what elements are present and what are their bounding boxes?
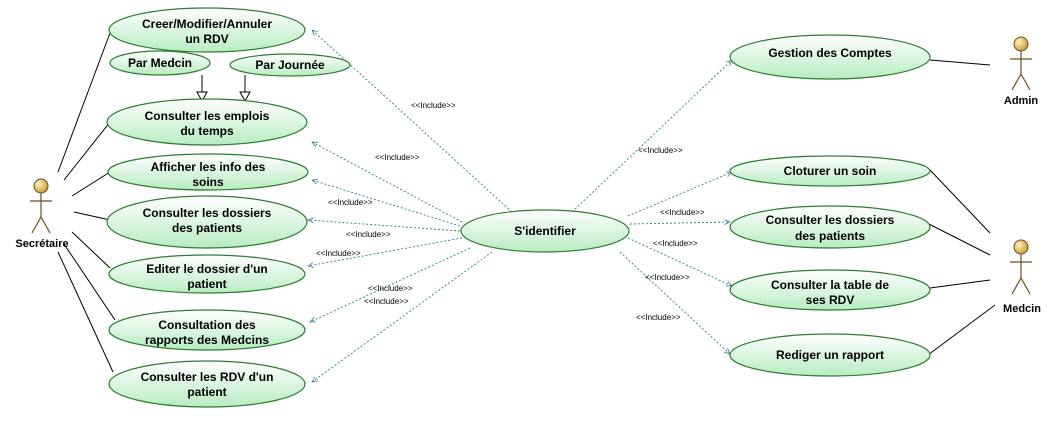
usecase-label-line: Consultation des [158, 318, 256, 332]
include-label: <<Include>> [636, 313, 681, 322]
usecase-label-line: S'identifier [514, 224, 576, 238]
usecase-label-line: des patients [795, 229, 865, 243]
usecase-label-line: un RDV [185, 32, 228, 46]
usecase-label-line: des patients [172, 221, 242, 235]
include-label: <<Include>> [375, 153, 420, 162]
usecase-label-line: Consulter les dossiers [766, 213, 895, 227]
usecase-label-line: du temps [180, 124, 234, 138]
usecase-rediger-rapport[interactable]: Rediger un rapport [729, 333, 931, 377]
usecase-par-journee[interactable]: Par Journée [229, 53, 351, 77]
right-associations [924, 59, 996, 356]
usecase-consulter-table-rdv[interactable]: Consulter la table de ses RDV [729, 269, 931, 311]
actor-label: Medcin [1003, 303, 1041, 315]
usecase-sidentifier[interactable]: S'identifier [460, 209, 630, 253]
secretaire-associations [57, 32, 116, 373]
include-label: <<Include>> [653, 239, 698, 248]
usecase-consulter-emplois[interactable]: Consulter les emplois du temps [106, 98, 308, 146]
usecase-consulter-dossiers-medcin[interactable]: Consulter les dossiers des patients [729, 205, 931, 249]
usecase-gestion-comptes[interactable]: Gestion des Comptes [729, 34, 931, 80]
usecase-creer-rdv[interactable]: Creer/Modifier/Annuler un RDV [108, 7, 306, 53]
actor-label: Secrétaire [15, 238, 68, 250]
actor-label: Admin [1004, 95, 1039, 107]
usecase-par-medcin[interactable]: Par Medcin [109, 50, 211, 76]
include-label: <<Include>> [328, 198, 373, 207]
usecase-afficher-soins[interactable]: Afficher les info des soins [107, 153, 309, 191]
usecase-label-line: Editer le dossier d'un [146, 262, 268, 276]
usecase-consulter-dossiers-secretaire[interactable]: Consulter les dossiers des patients [106, 195, 308, 249]
usecase-cloturer-soin[interactable]: Cloturer un soin [729, 155, 931, 187]
usecase-label-line: rapports des Medcins [145, 333, 269, 347]
actor-secretaire[interactable]: Secrétaire [15, 178, 69, 250]
usecase-label-line: Cloturer un soin [784, 164, 877, 178]
include-label: <<Include>> [364, 297, 409, 306]
actor-head-icon [33, 178, 49, 194]
usecase-editer-dossier[interactable]: Editer le dossier d'un patient [108, 254, 306, 294]
actor-head-icon [1013, 36, 1029, 52]
actor-medcin[interactable]: Medcin [1003, 239, 1041, 315]
generalization-arrows [196, 75, 251, 103]
usecase-label-line: Consulter les emplois [145, 109, 270, 123]
include-label: <<Include>> [660, 208, 705, 217]
include-label: <<Include>> [638, 146, 683, 155]
usecase-label-line: Creer/Modifier/Annuler [142, 17, 272, 31]
usecase-label-line: Consulter la table de [771, 278, 889, 292]
include-label: <<Include>> [346, 230, 391, 239]
usecase-label-line: Rediger un rapport [776, 348, 884, 362]
usecase-label-line: Par Journée [255, 58, 325, 72]
usecase-consultation-rapports[interactable]: Consultation des rapports des Medcins [108, 309, 306, 351]
actor-head-icon [1013, 239, 1029, 255]
usecase-label-line: soins [192, 175, 224, 189]
usecase-label-line: Consulter les RDV d'un [141, 370, 274, 384]
usecase-label-line: patient [187, 385, 226, 399]
usecase-label-line: ses RDV [806, 293, 855, 307]
include-label: <<Include>> [645, 273, 690, 282]
include-labels: <<Include>> <<Include>> <<Include>> <<In… [316, 101, 705, 322]
usecase-label-line: Gestion des Comptes [768, 46, 892, 60]
usecase-label-line: Afficher les info des [151, 160, 266, 174]
usecase-label-line: Consulter les dossiers [143, 206, 272, 220]
usecase-consulter-rdv-patient[interactable]: Consulter les RDV d'un patient [108, 360, 306, 408]
include-label: <<Include>> [316, 249, 361, 258]
actor-admin[interactable]: Admin [1004, 36, 1039, 107]
include-label: <<Include>> [411, 101, 456, 110]
usecase-label-line: Par Medcin [128, 56, 192, 70]
include-label: <<Include>> [368, 284, 413, 293]
usecase-label-line: patient [187, 277, 226, 291]
